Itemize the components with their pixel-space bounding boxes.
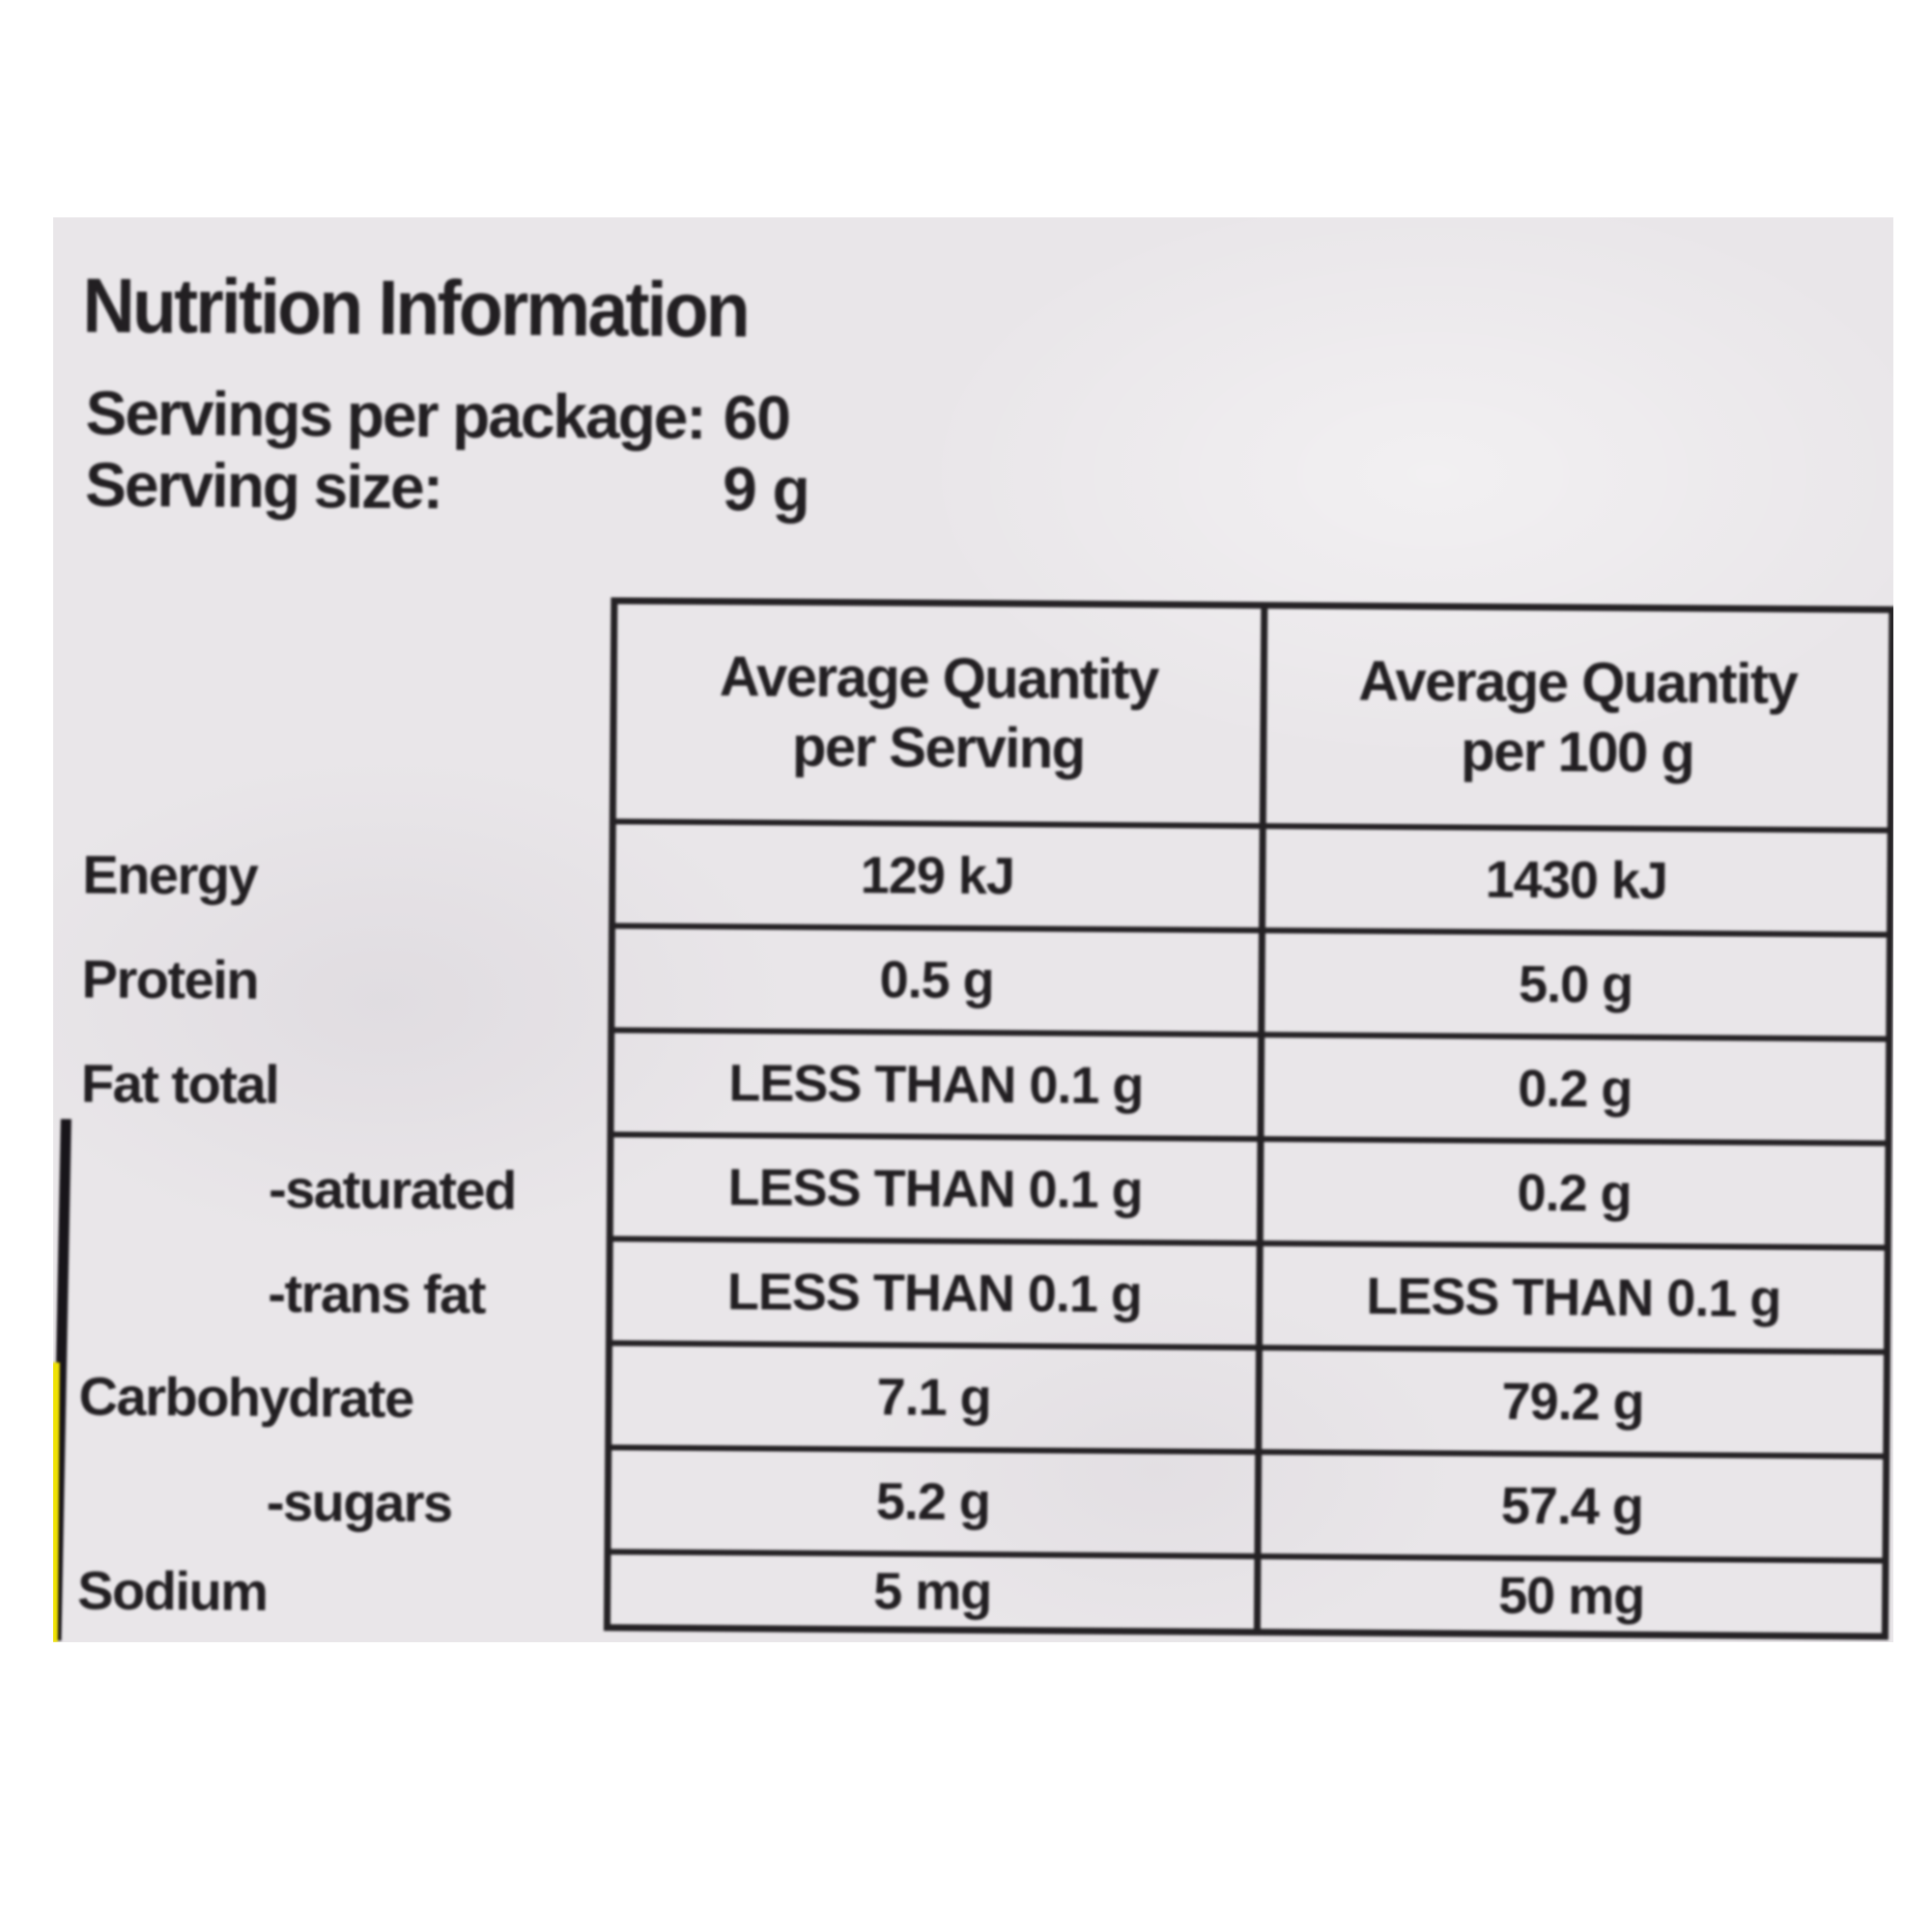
page-title: Nutrition Information	[82, 262, 749, 354]
table-cell-saturated-per-100g: 0.2 g	[1263, 1136, 1886, 1245]
nutrient-label-carbohydrate: Carbohydrate	[78, 1365, 413, 1429]
table-cell-fat-total-per-serving: LESS THAN 0.1 g	[613, 1027, 1265, 1137]
nutrient-label-protein: Protein	[81, 948, 259, 1010]
nutrient-label-fat-total: Fat total	[80, 1052, 279, 1115]
table-cell-trans-fat-per-serving: LESS THAN 0.1 g	[612, 1236, 1264, 1346]
table-cell-protein-per-serving: 0.5 g	[614, 923, 1266, 1033]
nutrient-label-sodium: Sodium	[76, 1559, 268, 1622]
servings-per-package-value: 60	[723, 383, 791, 453]
table-cell-sodium-per-serving: 5 mg	[610, 1548, 1262, 1630]
column-header-per-100g-line2: per 100 g	[1460, 720, 1694, 785]
serving-size-value: 9 g	[722, 454, 810, 525]
label-content: Nutrition Information Servings per packa…	[53, 217, 1893, 1642]
servings-per-package-label: Servings per package:	[85, 378, 705, 453]
nutrient-name-column: Energy Protein Fat total -saturated -tra…	[77, 822, 595, 1632]
nutrient-label-saturated: -saturated	[268, 1157, 517, 1221]
column-header-per-serving-line2: per Serving	[791, 715, 1085, 781]
column-header-per-serving: Average Quantity per Serving	[615, 604, 1268, 824]
serving-size-label: Serving size:	[84, 449, 442, 523]
table-cell-energy-per-serving: 129 kJ	[615, 818, 1266, 928]
column-header-per-100g-line1: Average Quantity	[1358, 649, 1798, 716]
table-cell-saturated-per-serving: LESS THAN 0.1 g	[612, 1131, 1264, 1241]
table-cell-sugars-per-100g: 57.4 g	[1261, 1449, 1884, 1558]
table-cell-carbohydrate-per-serving: 7.1 g	[611, 1340, 1264, 1450]
table-cell-sodium-per-100g: 50 mg	[1260, 1553, 1883, 1634]
nutrient-label-sugars: -sugars	[266, 1470, 452, 1533]
table-cell-fat-total-per-100g: 0.2 g	[1264, 1032, 1887, 1141]
table-cell-energy-per-100g: 1430 kJ	[1265, 823, 1888, 932]
nutrition-table: Average Quantity per Serving Average Qua…	[603, 597, 1893, 1640]
table-cell-carbohydrate-per-100g: 79.2 g	[1262, 1345, 1884, 1454]
servings-per-package-row: Servings per package: 60	[85, 378, 1244, 457]
table-cell-protein-per-100g: 5.0 g	[1264, 927, 1888, 1037]
column-header-per-serving-line1: Average Quantity	[719, 645, 1159, 712]
nutrient-label-trans-fat: -trans fat	[268, 1262, 486, 1324]
table-cell-trans-fat-per-100g: LESS THAN 0.1 g	[1263, 1240, 1885, 1350]
serving-size-row: Serving size: 9 g	[85, 449, 1244, 528]
column-header-per-100g: Average Quantity per 100 g	[1266, 609, 1889, 827]
nutrition-label-photo: Nutrition Information Servings per packa…	[53, 217, 1893, 1642]
table-cell-sugars-per-serving: 5.2 g	[611, 1444, 1263, 1554]
nutrient-label-energy: Energy	[82, 843, 258, 906]
